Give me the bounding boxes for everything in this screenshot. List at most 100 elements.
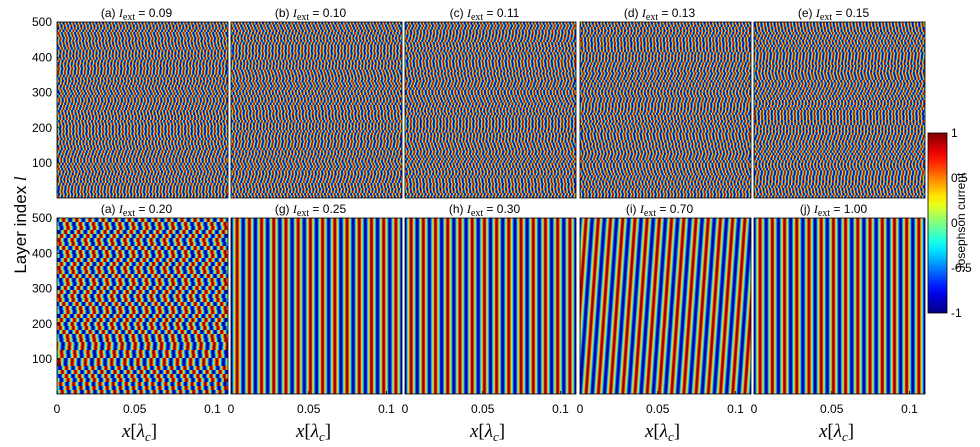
colorbar-tick-label: 0.5 bbox=[951, 171, 968, 185]
stripe-slice bbox=[405, 180, 576, 184]
stripe-slice bbox=[231, 64, 402, 68]
panel-4: (d) Iext = 0.13 bbox=[579, 6, 752, 199]
stripe-slice bbox=[754, 52, 925, 56]
panel-title: (j) Iext = 1.00 bbox=[800, 202, 868, 219]
stripe-slice bbox=[754, 115, 925, 119]
stripe-slice bbox=[405, 69, 576, 73]
stripe-slice bbox=[580, 140, 751, 144]
stripe-slice bbox=[580, 74, 751, 78]
stripe-slice bbox=[231, 180, 402, 184]
stripe-slice bbox=[580, 87, 751, 91]
panel-1: (a) Iext = 0.09 bbox=[56, 6, 229, 199]
stripe-slice bbox=[57, 298, 228, 303]
stripe-slice bbox=[405, 130, 576, 134]
stripe-field bbox=[580, 218, 751, 394]
stripe-slice bbox=[231, 22, 402, 26]
stripe-slice bbox=[754, 27, 925, 31]
stripe-slice bbox=[231, 127, 402, 131]
stripe-slice bbox=[580, 54, 751, 58]
stripe-slice bbox=[405, 110, 576, 114]
stripe-slice bbox=[754, 59, 925, 63]
stripe-slice bbox=[57, 162, 228, 166]
stripe-slice bbox=[405, 37, 576, 41]
stripe-slice bbox=[754, 192, 925, 196]
stripe-slice bbox=[57, 338, 228, 343]
panel-frame bbox=[404, 21, 577, 199]
stripe-slice bbox=[405, 117, 576, 121]
stripe-slice bbox=[405, 102, 576, 106]
stripe-slice bbox=[405, 150, 576, 154]
stripe-slice bbox=[580, 49, 751, 53]
stripe-slice bbox=[57, 29, 228, 33]
stripe-slice bbox=[231, 44, 402, 48]
stripe-slice bbox=[405, 107, 576, 111]
stripe-slice bbox=[405, 62, 576, 66]
stripe-slice bbox=[231, 115, 402, 119]
stripe-slice bbox=[57, 74, 228, 78]
stripe-slice bbox=[405, 97, 576, 101]
panel-frame bbox=[579, 21, 752, 199]
stripe-slice bbox=[57, 32, 228, 36]
stripe-slice bbox=[57, 79, 228, 83]
stripe-slice bbox=[231, 172, 402, 176]
stripe-slice bbox=[405, 135, 576, 139]
panel-frame bbox=[753, 21, 926, 199]
stripe-slice bbox=[57, 22, 228, 26]
stripe-slice bbox=[57, 334, 228, 339]
stripe-slice bbox=[57, 167, 228, 171]
stripe-slice bbox=[580, 165, 751, 169]
stripe-slice bbox=[57, 110, 228, 114]
stripe-slice bbox=[231, 84, 402, 88]
stripe-slice bbox=[754, 160, 925, 164]
stripe-slice bbox=[57, 350, 228, 355]
stripe-slice bbox=[754, 94, 925, 98]
stripe-slice bbox=[405, 145, 576, 149]
stripe-slice bbox=[231, 155, 402, 159]
stripe-slice bbox=[754, 147, 925, 151]
stripe-slice bbox=[405, 87, 576, 91]
x-tick-label: 0.1 bbox=[901, 402, 918, 416]
stripe-slice bbox=[580, 97, 751, 101]
stripe-slice bbox=[754, 135, 925, 139]
stripe-slice bbox=[754, 167, 925, 171]
stripe-slice bbox=[580, 99, 751, 103]
x-tick-label: 0.1 bbox=[552, 402, 569, 416]
stripe-slice bbox=[754, 152, 925, 156]
stripe-slice bbox=[57, 130, 228, 134]
stripe-slice bbox=[57, 99, 228, 103]
stripe-slice bbox=[580, 102, 751, 106]
stripe-slice bbox=[580, 125, 751, 129]
stripe-slice bbox=[754, 140, 925, 144]
stripe-slice bbox=[405, 59, 576, 63]
stripe-slice bbox=[57, 254, 228, 259]
stripe-slice bbox=[580, 137, 751, 141]
stripe-slice bbox=[231, 24, 402, 28]
stripe-slice bbox=[231, 187, 402, 191]
stripe-slice bbox=[57, 112, 228, 116]
stripe-slice bbox=[580, 82, 751, 86]
stripe-slice bbox=[231, 94, 402, 98]
stripe-slice bbox=[754, 170, 925, 174]
y-tick-label: 300 bbox=[32, 282, 52, 296]
stripe-slice bbox=[57, 266, 228, 271]
stripe-field bbox=[231, 218, 402, 394]
stripe-slice bbox=[231, 195, 402, 198]
stripe-slice bbox=[405, 187, 576, 191]
stripe-slice bbox=[580, 127, 751, 131]
stripe-slice bbox=[57, 24, 228, 28]
stripe-slice bbox=[231, 27, 402, 31]
stripe-slice bbox=[57, 218, 228, 223]
stripe-slice bbox=[754, 172, 925, 176]
stripe-slice bbox=[405, 125, 576, 129]
stripe-slice bbox=[231, 79, 402, 83]
stripe-slice bbox=[405, 104, 576, 108]
stripe-slice bbox=[57, 314, 228, 319]
stripe-slice bbox=[231, 110, 402, 114]
stripe-slice bbox=[580, 152, 751, 156]
stripe-slice bbox=[57, 187, 228, 191]
y-tick-label: 200 bbox=[32, 121, 52, 135]
stripe-slice bbox=[57, 145, 228, 149]
stripe-slice bbox=[580, 162, 751, 166]
stripe-field bbox=[405, 218, 576, 394]
x-tick-label: 0.1 bbox=[204, 402, 221, 416]
